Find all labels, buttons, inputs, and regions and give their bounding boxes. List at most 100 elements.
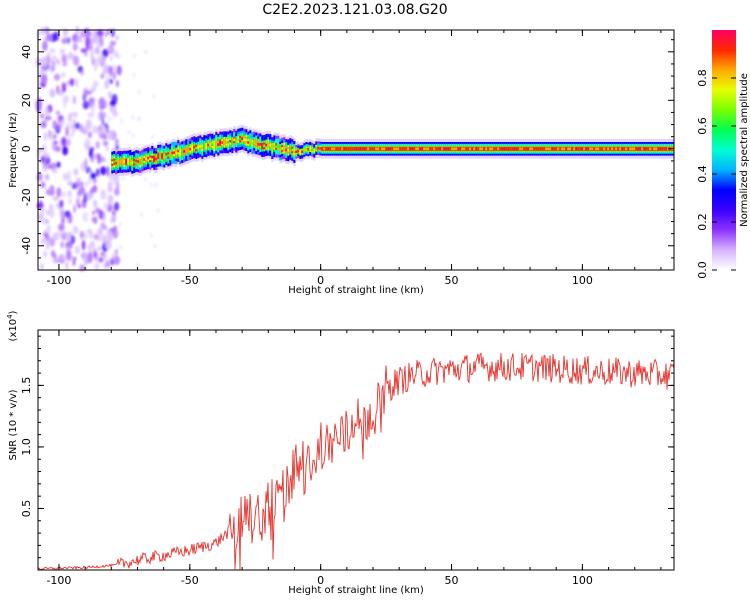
noise-cell (112, 111, 118, 117)
ridge-core (551, 147, 554, 151)
noise-cell (61, 82, 65, 93)
chart-title: C2E2.2023.121.03.08.G20 (262, 2, 447, 18)
snr-x-tick-label: -50 (181, 574, 199, 587)
spectrogram-y-tick-label: -20 (20, 188, 33, 206)
noise-cell (84, 181, 89, 188)
noise-cell (73, 205, 76, 214)
noise-cell (92, 125, 99, 134)
ridge-core (401, 147, 404, 151)
ridge-core (123, 160, 126, 163)
ridge-core (657, 147, 660, 151)
ridge-core (213, 144, 216, 148)
noise-cell (88, 97, 96, 103)
ridge-core (541, 147, 544, 151)
colorbar-tick-label: 0.0 (696, 261, 709, 279)
noise-cell (105, 259, 112, 268)
ridge-core (659, 147, 662, 151)
noise-cell (85, 36, 91, 45)
ridge-core (499, 147, 502, 151)
spectrogram-x-ticks: -100 -50 0 50 100 (46, 30, 662, 287)
ridge-core (519, 147, 522, 151)
ridge-core (305, 147, 308, 151)
noise-cell (92, 80, 99, 89)
noise-cell (100, 189, 107, 200)
noise-cell (61, 119, 66, 125)
noise-cell (87, 244, 90, 251)
noise-cell (106, 75, 109, 83)
noise-cell (90, 86, 94, 93)
ridge-core (201, 146, 204, 150)
noise-cell (98, 246, 101, 251)
ridge-core (131, 161, 134, 165)
colorbar-tick-label: 0.8 (696, 69, 709, 87)
ridge-core (251, 141, 254, 145)
ridge-core (147, 156, 150, 160)
ridge-core (263, 144, 266, 148)
ridge-core (161, 155, 164, 158)
ridge-core (351, 147, 354, 151)
noise-cell (91, 154, 97, 160)
colorbar-gradient (712, 30, 736, 270)
noise-cell (157, 208, 160, 213)
ridge-core (537, 147, 540, 151)
noise-cell (103, 63, 108, 75)
noise-cell (58, 223, 65, 232)
ridge-core (313, 149, 316, 153)
ridge-core (467, 147, 470, 151)
noise-cell (41, 239, 48, 244)
noise-cell (106, 165, 110, 177)
noise-cell (68, 51, 72, 60)
ridge-core (511, 147, 514, 151)
noise-cell (94, 65, 97, 72)
ridge-core (539, 147, 542, 151)
noise-cell (43, 250, 47, 258)
ridge-core (299, 150, 302, 154)
noise-cell (73, 168, 79, 176)
ridge-core (421, 147, 424, 151)
ridge-core (303, 148, 306, 152)
noise-cell (74, 245, 81, 255)
noise-cell (98, 209, 105, 220)
ridge-core (437, 147, 440, 151)
noise-cell (56, 161, 61, 168)
colorbar-tick-label: 0.6 (696, 117, 709, 135)
noise-cell (42, 40, 48, 52)
noise-cell (40, 74, 48, 85)
ridge-core (653, 147, 656, 151)
ridge-core (121, 160, 124, 164)
spectrogram-x-label: Height of straight line (km) (288, 285, 424, 296)
ridge-core (571, 147, 574, 151)
noise-cell (99, 34, 103, 46)
noise-cell (73, 55, 80, 66)
noise-cell (60, 210, 66, 219)
ridge-core (357, 147, 360, 151)
colorbar-tick-label: 0.4 (696, 165, 709, 183)
ridge-core (267, 143, 270, 147)
noise-cell (73, 95, 76, 105)
ridge-core (127, 160, 130, 163)
ridge-core (309, 147, 312, 150)
ridge-core (139, 160, 142, 164)
ridge-core (323, 147, 326, 151)
noise-cell (104, 122, 108, 127)
snr-y-tick-label: 1.5 (20, 377, 33, 395)
noise-cell (45, 173, 50, 181)
ridge-core (429, 147, 432, 151)
noise-cell (67, 113, 73, 123)
noise-cell (86, 90, 93, 95)
ridge-core (439, 147, 442, 151)
noise-cell (96, 255, 101, 262)
noise-cell (66, 250, 72, 261)
noise-cell (52, 232, 59, 241)
noise-cell (87, 252, 93, 264)
noise-cell (106, 146, 109, 152)
noise-cell (49, 131, 56, 142)
ridge-core (355, 147, 358, 151)
ridge-core (589, 147, 592, 151)
noise-cell (68, 197, 73, 205)
noise-cell (63, 100, 66, 109)
ridge-core (509, 147, 512, 151)
ridge-core (579, 147, 582, 151)
noise-cell (151, 134, 154, 139)
